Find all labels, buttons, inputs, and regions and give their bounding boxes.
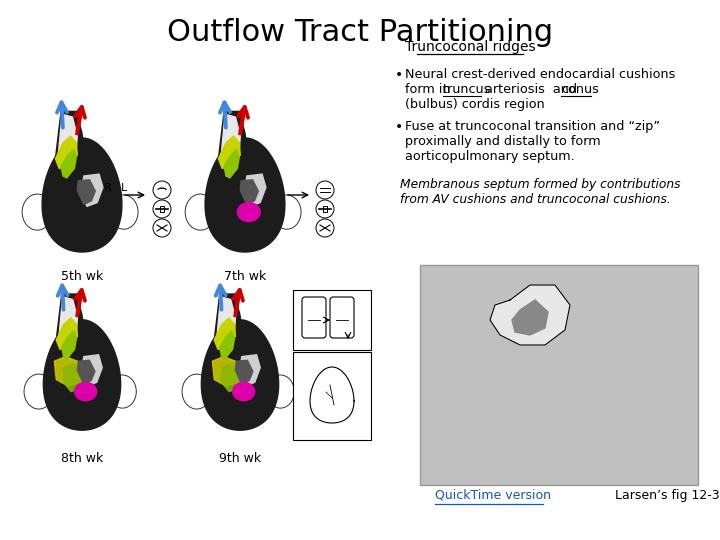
Polygon shape (59, 297, 78, 341)
Polygon shape (240, 355, 260, 386)
Text: conus: conus (561, 83, 599, 96)
Ellipse shape (185, 194, 215, 230)
Circle shape (153, 181, 171, 199)
Polygon shape (205, 138, 285, 252)
FancyBboxPatch shape (302, 297, 326, 338)
Polygon shape (490, 285, 570, 345)
Circle shape (316, 200, 334, 218)
Polygon shape (215, 294, 242, 344)
Bar (420, 265, 698, 485)
Text: •: • (395, 120, 403, 134)
Polygon shape (82, 174, 103, 206)
Polygon shape (215, 318, 235, 349)
Polygon shape (77, 180, 95, 205)
Polygon shape (55, 136, 77, 168)
Ellipse shape (22, 194, 53, 230)
Text: •: • (395, 68, 403, 82)
Text: (bulbus) cordis region: (bulbus) cordis region (405, 98, 545, 111)
Text: 9th wk: 9th wk (219, 452, 261, 465)
Ellipse shape (75, 382, 96, 401)
Polygon shape (78, 360, 95, 384)
Polygon shape (55, 111, 84, 163)
Circle shape (316, 181, 334, 199)
Ellipse shape (233, 382, 255, 401)
Polygon shape (42, 138, 122, 252)
FancyBboxPatch shape (330, 297, 354, 338)
Polygon shape (55, 356, 82, 386)
Polygon shape (56, 318, 78, 349)
Text: 7th wk: 7th wk (224, 270, 266, 283)
Polygon shape (220, 331, 235, 359)
Text: 5th wk: 5th wk (61, 270, 103, 283)
Text: R: R (104, 183, 112, 193)
Polygon shape (221, 114, 240, 160)
Text: 8th wk: 8th wk (61, 452, 103, 465)
Ellipse shape (24, 374, 53, 409)
Polygon shape (58, 114, 77, 160)
Ellipse shape (238, 202, 260, 221)
Circle shape (153, 219, 171, 237)
Polygon shape (235, 360, 253, 384)
Ellipse shape (182, 374, 212, 409)
Bar (323, 206, 327, 212)
Circle shape (316, 219, 334, 237)
Text: Outflow Tract Partitioning: Outflow Tract Partitioning (167, 18, 553, 47)
Polygon shape (218, 111, 247, 163)
Polygon shape (82, 355, 102, 386)
Bar (293, 290, 371, 350)
Text: L: L (121, 183, 127, 193)
Text: Neural crest-derived endocardial cushions: Neural crest-derived endocardial cushion… (405, 68, 675, 81)
Polygon shape (63, 364, 86, 392)
Polygon shape (62, 331, 76, 359)
Ellipse shape (109, 375, 136, 408)
Text: QuickTime version: QuickTime version (435, 489, 551, 502)
Text: Membranous septum formed by contributions
from AV cushions and truncoconal cushi: Membranous septum formed by contribution… (400, 178, 680, 206)
Polygon shape (245, 174, 266, 206)
Bar (293, 352, 371, 440)
Polygon shape (61, 150, 76, 178)
Polygon shape (240, 180, 258, 205)
Polygon shape (222, 364, 245, 392)
Polygon shape (224, 150, 239, 178)
Ellipse shape (109, 195, 138, 229)
Text: Fuse at truncoconal transition and “zip”
proximally and distally to form
aortico: Fuse at truncoconal transition and “zip”… (405, 120, 660, 163)
Polygon shape (202, 320, 279, 430)
Polygon shape (56, 294, 84, 344)
Text: form in: form in (405, 83, 454, 96)
Text: arteriosis  and: arteriosis and (481, 83, 581, 96)
Polygon shape (512, 300, 548, 335)
Polygon shape (218, 136, 240, 168)
Text: truncus: truncus (443, 83, 491, 96)
Polygon shape (212, 356, 240, 386)
Ellipse shape (273, 195, 301, 229)
Ellipse shape (266, 375, 294, 408)
Bar (160, 206, 164, 212)
Polygon shape (217, 297, 235, 341)
Polygon shape (43, 320, 121, 430)
Text: Larsen’s fig 12-33: Larsen’s fig 12-33 (615, 489, 720, 502)
Circle shape (153, 200, 171, 218)
Text: Truncoconal ridges: Truncoconal ridges (405, 40, 535, 54)
